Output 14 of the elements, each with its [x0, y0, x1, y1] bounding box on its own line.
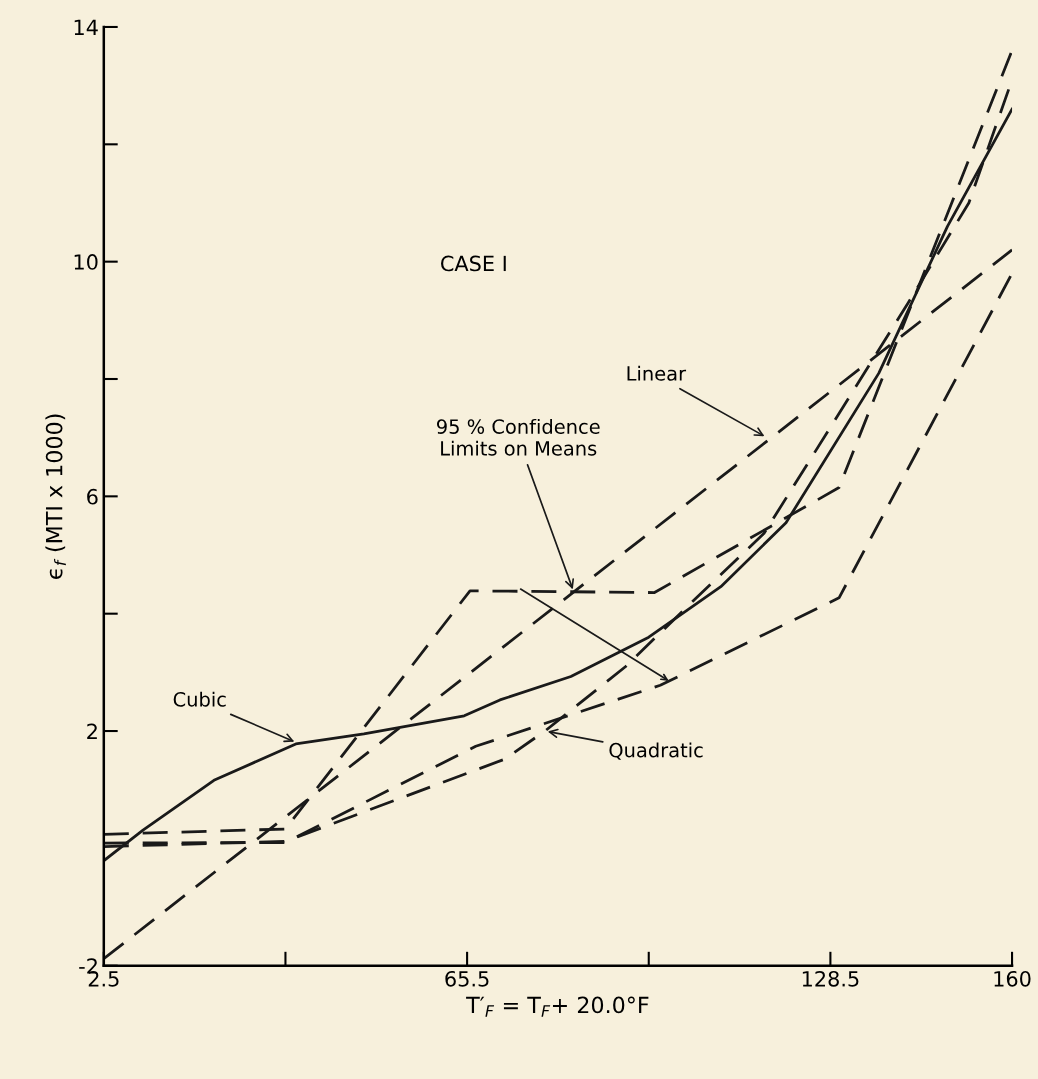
annotation: Cubic — [173, 691, 226, 707]
y-axis-title: ϵ$_{f}$ (MTI x 1000) — [45, 414, 66, 579]
annotation: Quadratic — [609, 742, 703, 760]
y-tick-label: 10 — [74, 254, 98, 270]
x-tick-label: 65.5 — [445, 970, 489, 987]
x-tick-label: 160 — [994, 970, 1031, 987]
y-tick-label: 14 — [74, 19, 98, 35]
annotation: Linear — [627, 365, 687, 381]
text: CASE I — [441, 255, 506, 272]
y-tick-label: 6 — [87, 488, 98, 505]
x-tick-label: 128.5 — [802, 970, 859, 987]
annotation: 95 % Confidence Limits on Means — [437, 418, 600, 456]
x-axis-title: T′$_{F}$ = T$_{F}$+ 20.0°F — [466, 996, 649, 1017]
y-tick-label: 2 — [87, 723, 97, 739]
